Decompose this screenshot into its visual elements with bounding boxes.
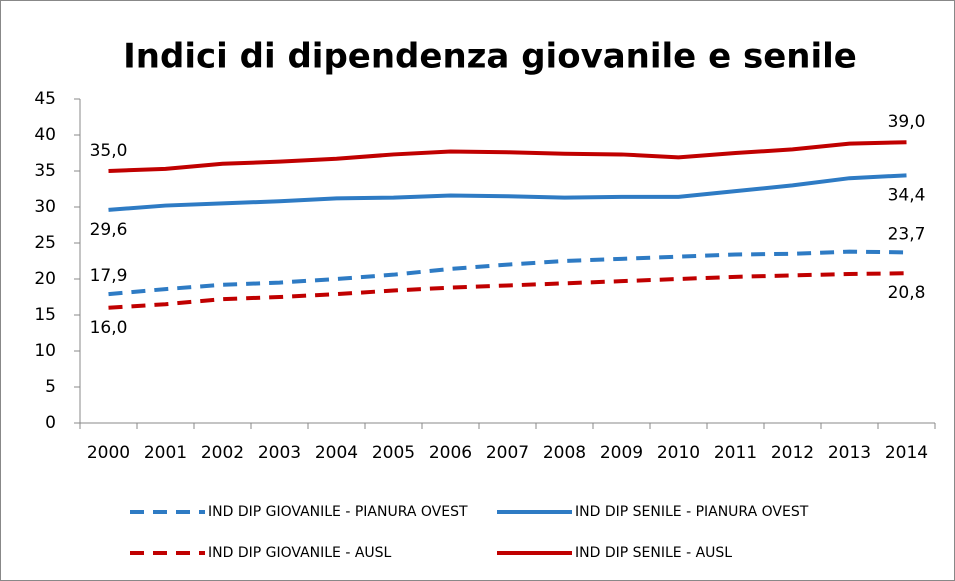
series-line xyxy=(108,173,907,212)
x-tick-label: 2006 xyxy=(429,443,472,463)
data-label: 34,4 xyxy=(888,185,926,205)
y-tick-label: 35 xyxy=(34,161,56,181)
y-tick-label: 45 xyxy=(34,89,56,109)
x-tick-label: 2005 xyxy=(372,443,415,463)
series-line xyxy=(108,140,907,173)
x-tick-label: 2001 xyxy=(144,443,187,463)
y-tick-label: 25 xyxy=(34,233,56,253)
x-tick-label: 2014 xyxy=(885,443,928,463)
x-tick-label: 2010 xyxy=(657,443,700,463)
legend-label: IND DIP SENILE - AUSL xyxy=(575,545,732,561)
data-label: 29,6 xyxy=(90,220,128,240)
y-tick-label: 0 xyxy=(45,413,56,433)
x-tick-label: 2004 xyxy=(315,443,358,463)
x-tick-label: 2013 xyxy=(828,443,871,463)
x-tick-label: 2012 xyxy=(771,443,814,463)
series-line xyxy=(108,271,907,310)
x-tick-label: 2009 xyxy=(600,443,643,463)
legend-label: IND DIP SENILE - PIANURA OVEST xyxy=(575,504,809,520)
chart-title: Indici di dipendenza giovanile e senile xyxy=(123,37,857,77)
y-tick-label: 40 xyxy=(34,125,56,145)
data-label: 16,0 xyxy=(90,318,128,338)
y-tick-label: 30 xyxy=(34,197,56,217)
data-label: 20,8 xyxy=(888,283,926,303)
legend-label: IND DIP GIOVANILE - AUSL xyxy=(208,545,392,561)
data-label: 35,0 xyxy=(90,141,128,161)
x-tick-label: 2002 xyxy=(201,443,244,463)
x-tick-label: 2011 xyxy=(714,443,757,463)
series-line xyxy=(108,249,907,297)
x-tick-label: 2000 xyxy=(87,443,130,463)
legend-label: IND DIP GIOVANILE - PIANURA OVEST xyxy=(208,504,468,520)
y-tick-label: 10 xyxy=(34,341,56,361)
data-label: 39,0 xyxy=(888,112,926,132)
x-tick-label: 2003 xyxy=(258,443,301,463)
y-tick-label: 20 xyxy=(34,269,56,289)
y-tick-label: 15 xyxy=(34,305,56,325)
x-tick-label: 2008 xyxy=(543,443,586,463)
x-tick-label: 2007 xyxy=(486,443,529,463)
data-label: 17,9 xyxy=(90,266,128,286)
y-tick-label: 5 xyxy=(45,377,56,397)
data-label: 23,7 xyxy=(888,224,926,244)
